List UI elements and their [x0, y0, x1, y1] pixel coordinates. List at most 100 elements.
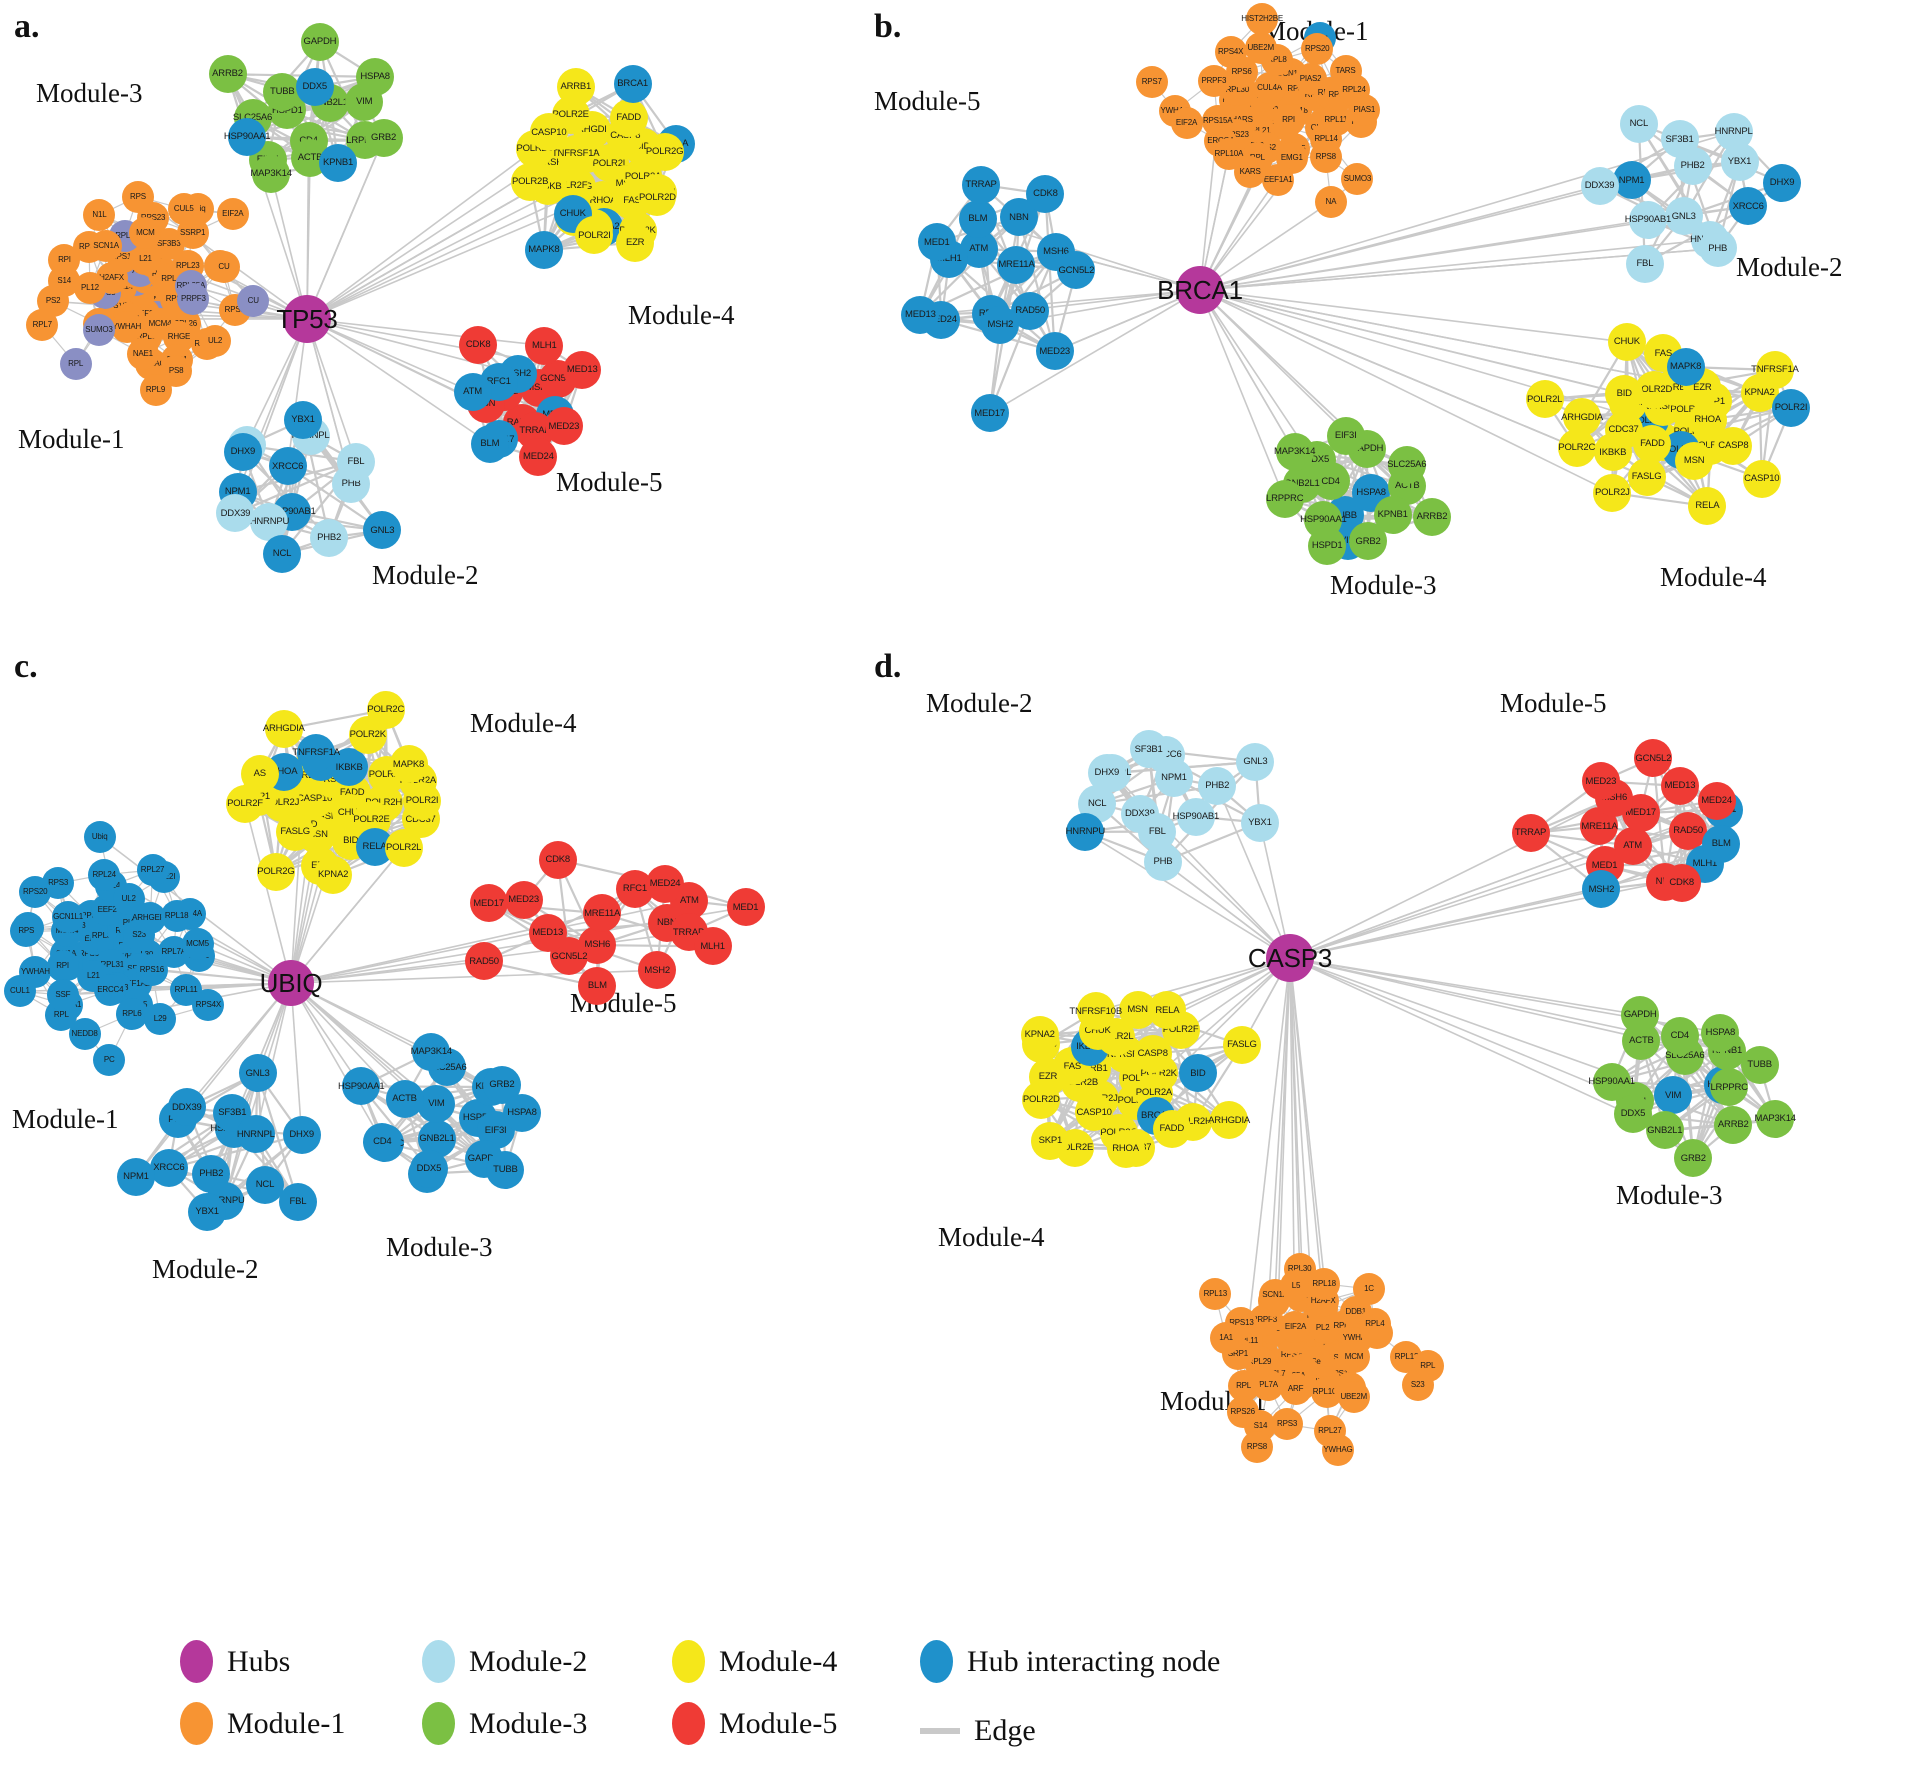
network-node-module1[interactable]: GCN1L1	[52, 900, 85, 933]
network-node-module1[interactable]: RPS4X	[1214, 35, 1247, 68]
network-node-module4[interactable]: POLR2L	[384, 828, 423, 867]
network-node-module2[interactable]: PHB2	[310, 518, 349, 557]
network-node-module1[interactable]: SCN1A	[90, 230, 123, 263]
network-node-module2[interactable]: XRCC6	[268, 447, 307, 486]
network-node-module2[interactable]: FBL	[278, 1182, 317, 1221]
network-node-module1[interactable]: RPS8	[1240, 1431, 1273, 1464]
network-node-module3[interactable]: ARRB2	[208, 55, 247, 94]
network-node-module4[interactable]: MAPK8	[389, 745, 428, 784]
network-node-module2[interactable]: NCL	[262, 534, 301, 573]
network-node-module5[interactable]: MED17	[970, 394, 1009, 433]
network-node-module4[interactable]: TNFRSF10B	[1069, 992, 1122, 1031]
network-node-module2[interactable]: DHX9	[282, 1116, 321, 1155]
network-node-module3[interactable]: HSP90AA1	[224, 117, 271, 156]
network-node-module1[interactable]: CU	[208, 251, 240, 284]
network-node-module3[interactable]: ARRB2	[1412, 497, 1451, 536]
network-node-module4[interactable]: POLR2I	[1771, 388, 1810, 427]
network-node-module1[interactable]: 1A1	[1210, 1321, 1243, 1354]
network-node-module4[interactable]: CASP10	[1742, 459, 1781, 498]
network-node-module4[interactable]: POLR2I	[575, 216, 614, 255]
network-node-module4[interactable]: EZR	[616, 223, 655, 262]
network-node-module3[interactable]: ACTB	[385, 1079, 424, 1118]
network-node-module2[interactable]: YBX1	[188, 1192, 227, 1231]
network-node-module4[interactable]: SKP1	[1031, 1121, 1070, 1160]
network-node-module3[interactable]: HSPA8	[502, 1093, 541, 1132]
network-node-module1[interactable]: RPI	[1272, 103, 1305, 136]
network-node-module4[interactable]: POLR2D	[638, 178, 677, 217]
network-node-module4[interactable]: BRCA1	[613, 64, 652, 103]
network-node-module5[interactable]: MED24	[1697, 781, 1736, 820]
network-node-module1[interactable]: PRPF3	[1197, 64, 1230, 97]
network-node-module5[interactable]: MED17	[469, 884, 508, 923]
network-node-module5[interactable]: MED23	[1035, 332, 1074, 371]
network-node-module3[interactable]: TUBB	[263, 72, 302, 111]
network-node-module1[interactable]: NA	[1314, 185, 1347, 218]
network-node-module3[interactable]: GAPDH	[300, 23, 339, 62]
network-node-module3[interactable]: MAP3K14	[411, 1032, 452, 1071]
network-node-module5[interactable]: MED1	[726, 888, 765, 927]
network-node-module4[interactable]: MSN	[1675, 441, 1714, 480]
network-node-module3[interactable]: TUBB	[486, 1150, 525, 1189]
network-node-module1[interactable]: RPS26	[1226, 1396, 1259, 1429]
network-node-module1[interactable]: RPL7	[26, 308, 59, 341]
network-node-module2[interactable]: XRCC6	[1729, 187, 1768, 226]
network-node-module2[interactable]: NCL	[1619, 105, 1658, 144]
network-node-module4[interactable]: POLR2G	[645, 132, 684, 171]
network-node-module1[interactable]: RPS20	[19, 875, 52, 908]
network-node-module3[interactable]: HSPA8	[356, 57, 395, 96]
network-node-module5[interactable]: BLM	[958, 199, 997, 238]
network-node-module3[interactable]: MAP3K14	[1754, 1100, 1796, 1139]
network-node-module4[interactable]: BID	[1605, 375, 1644, 414]
network-node-module2[interactable]: DHX9	[1763, 163, 1802, 202]
network-node-module1[interactable]: RPL	[59, 348, 92, 381]
network-node-module2[interactable]: GNL3	[238, 1054, 277, 1093]
panel-d-hub-node[interactable]: CASP3	[1248, 934, 1332, 982]
network-node-module3[interactable]: DDX5	[409, 1149, 448, 1188]
network-node-module1[interactable]: CUL1	[3, 975, 36, 1008]
network-node-module2[interactable]: DDX39	[216, 494, 255, 533]
network-node-module1[interactable]: ARF	[1279, 1373, 1312, 1406]
network-node-module1[interactable]: CUL5	[167, 193, 200, 226]
network-node-module5[interactable]: CDK8	[1026, 175, 1065, 214]
network-node-module5[interactable]: MED23	[504, 881, 543, 920]
network-node-module4[interactable]: POLR2C	[1557, 428, 1596, 467]
network-node-module4[interactable]: KPNA2	[1020, 1016, 1059, 1055]
network-node-module1[interactable]: MCM	[1338, 1340, 1370, 1373]
network-node-module1[interactable]: SUMO3	[1341, 162, 1374, 195]
network-node-module3[interactable]: ARRB2	[1714, 1105, 1753, 1144]
network-node-module3[interactable]: GAPDH	[1621, 995, 1660, 1034]
network-node-module3[interactable]: LRPPRC	[1265, 480, 1304, 519]
network-node-module2[interactable]: FBL	[1625, 244, 1664, 283]
network-node-module4[interactable]: CASP10	[529, 113, 568, 152]
network-node-module2[interactable]: DHX9	[223, 432, 262, 471]
network-node-module3[interactable]: GRB2	[1349, 522, 1388, 561]
network-node-module2[interactable]: HSP90AB1	[1625, 200, 1671, 239]
network-node-module5[interactable]: BLM	[1702, 825, 1741, 863]
network-node-module4[interactable]: IKBKB	[330, 748, 369, 787]
network-node-module1[interactable]: CU	[237, 285, 270, 318]
network-node-module4[interactable]: IKBKB	[1593, 433, 1632, 472]
network-node-module1[interactable]: RPS20	[1301, 32, 1334, 65]
network-node-module2[interactable]: GNL3	[1236, 742, 1275, 781]
network-node-module5[interactable]: BLM	[578, 967, 617, 1006]
network-node-module5[interactable]: BLM	[470, 424, 509, 463]
panel-c-hub-node[interactable]: UBIQ	[260, 960, 323, 1006]
network-node-module3[interactable]: MAP3K14	[250, 154, 292, 193]
network-node-module5[interactable]: MLH1	[525, 326, 564, 365]
network-node-module4[interactable]: RELA	[1688, 487, 1727, 526]
network-node-module3[interactable]: DDX5	[295, 67, 334, 106]
network-node-module1[interactable]: PS8	[160, 354, 193, 387]
network-node-module2[interactable]: NPM1	[116, 1157, 155, 1196]
panel-a-hub-node[interactable]: TP53	[276, 295, 338, 343]
network-node-module1[interactable]: RPL13	[1199, 1278, 1232, 1311]
network-node-module2[interactable]: SF3B1	[1660, 120, 1699, 159]
network-node-module3[interactable]: HSP90AA1	[1588, 1062, 1635, 1101]
network-node-module2[interactable]: DDX39	[1580, 166, 1619, 205]
network-node-module1[interactable]: RPS16	[135, 954, 168, 987]
network-node-module4[interactable]: BID	[1178, 1054, 1217, 1093]
network-node-module5[interactable]: CDK8	[538, 840, 577, 879]
network-node-module1[interactable]: RPL24	[1338, 74, 1371, 107]
network-node-module5[interactable]: MED1	[917, 223, 956, 262]
network-node-module4[interactable]: RHOA	[1106, 1130, 1145, 1169]
network-node-module1[interactable]: UBE2M	[1337, 1380, 1370, 1413]
